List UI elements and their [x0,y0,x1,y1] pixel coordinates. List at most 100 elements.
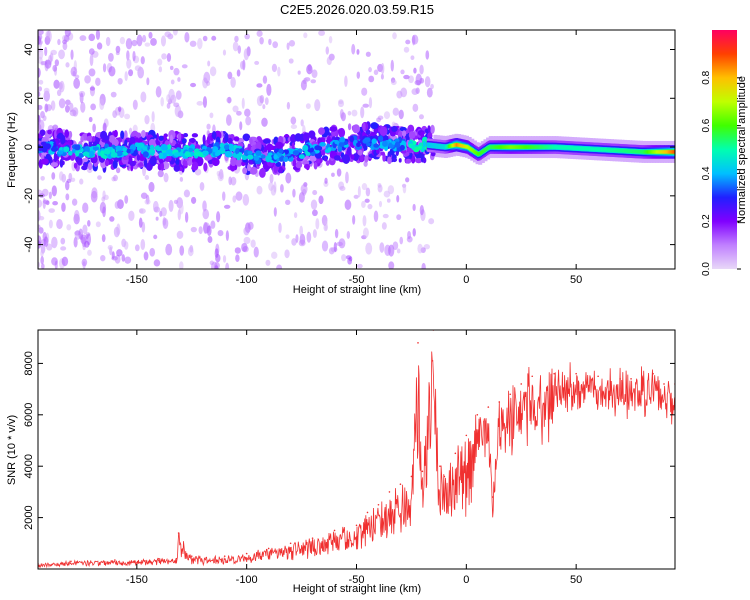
speckle-mark [168,88,175,101]
speckle-mark [96,42,103,50]
ridge-mark [201,150,209,156]
speckle-mark [183,189,191,198]
ridge-core-mark [624,149,627,153]
band-mark [158,159,164,164]
colorbar-tick-label: 0.4 [701,166,712,180]
speckle-mark [398,109,404,120]
band-mark [430,124,435,134]
speckle-mark [202,200,207,212]
ridge-mark [212,146,219,153]
snr-y-tick-label: 6000 [23,403,35,427]
speckle-mark [40,256,44,265]
speckle-mark [402,184,407,194]
speckle-mark [202,208,210,220]
ridge-core-mark [451,143,455,148]
ridge-mark [198,152,203,157]
snr-data-point [443,475,446,478]
snr-data-point [311,537,314,539]
ridge-mark [184,151,191,158]
speckle-mark [347,110,352,116]
colorbar-tick-label: 0.2 [701,214,712,228]
speckle-mark [428,218,435,225]
ridge-core-mark [611,148,614,152]
ridge-core-mark [635,149,638,154]
speckle-mark [56,89,62,97]
ridge-mark [156,146,162,152]
speckle-mark [312,190,318,196]
speckle-mark [53,79,60,89]
speckle-mark [161,53,167,60]
speckle-mark [379,242,385,253]
speckle-mark [99,98,105,111]
snr-x-label: Height of straight line (km) [293,583,421,595]
speckle-mark [124,195,129,204]
speckle-mark [361,200,366,209]
ridge-mark [103,149,111,155]
snr-data-point [388,491,391,493]
speckle-mark [38,86,43,92]
speckle-mark [243,236,251,245]
ridge-mark [115,145,122,151]
speckle-mark [345,171,349,184]
speckle-mark [70,177,76,183]
ridge-core-mark [484,147,488,152]
speckle-mark [339,108,344,120]
speckle-mark [124,113,131,120]
ridge-core-mark [661,150,664,154]
ridge-core-mark [553,145,556,149]
band-mark [292,159,297,167]
speckle-mark [117,77,123,85]
ridge-core-mark [637,149,641,154]
speckle-mark [413,67,417,74]
speckle-mark [365,242,373,255]
speckle-mark [162,217,167,226]
band-mark [295,161,303,169]
ridge-core-mark [584,147,588,151]
ridge-core-mark [586,147,589,151]
speckle-mark [155,86,162,98]
speckle-mark [173,199,179,204]
ridge-core-mark [565,145,568,150]
speckle-mark [210,220,216,229]
speckle-mark [392,32,397,40]
speckle-mark [356,263,363,269]
ridge-core-mark [594,147,597,151]
speckle-mark [405,177,410,183]
ridge-core-mark [638,150,642,154]
speckle-mark [392,107,400,116]
band-mark [73,162,78,169]
speckle-mark [290,124,298,130]
speckle-mark [230,176,237,186]
speckle-mark [166,102,171,109]
ridge-core-mark [467,146,471,150]
band-mark [224,132,229,143]
speckle-mark [346,231,351,239]
speckle-mark [264,97,269,105]
band-mark [141,130,146,138]
spectrogram-x-ticks: -150 -100 -50 0 50 [126,30,582,286]
speckle-mark [291,238,297,246]
speckle-mark [66,224,72,231]
speckle-mark [364,198,370,203]
ridge-core-mark [617,148,621,153]
speckle-mark [276,264,283,269]
ridge-core-mark [592,147,596,151]
speckle-mark [272,41,279,49]
speckle-mark [262,104,266,110]
speckle-mark [88,48,95,55]
speckle-mark [58,82,63,90]
colorbar-ticks: 0.0 0.2 0.4 0.6 0.8 [701,70,741,276]
speckle-mark [153,234,158,240]
band-mark [235,158,243,167]
speckle-mark [236,110,242,116]
chart-title: C2E5.2026.020.03.59.R15 [280,2,434,17]
snr-data-point [175,557,178,560]
speckle-mark [232,105,239,113]
speckle-mark [285,234,290,239]
speckle-mark [253,246,259,258]
ridge-core-mark [579,146,583,151]
speckle-mark [91,187,98,199]
ridge-core-mark [520,145,523,149]
speckle-mark [164,31,172,38]
speckle-mark [211,35,217,41]
